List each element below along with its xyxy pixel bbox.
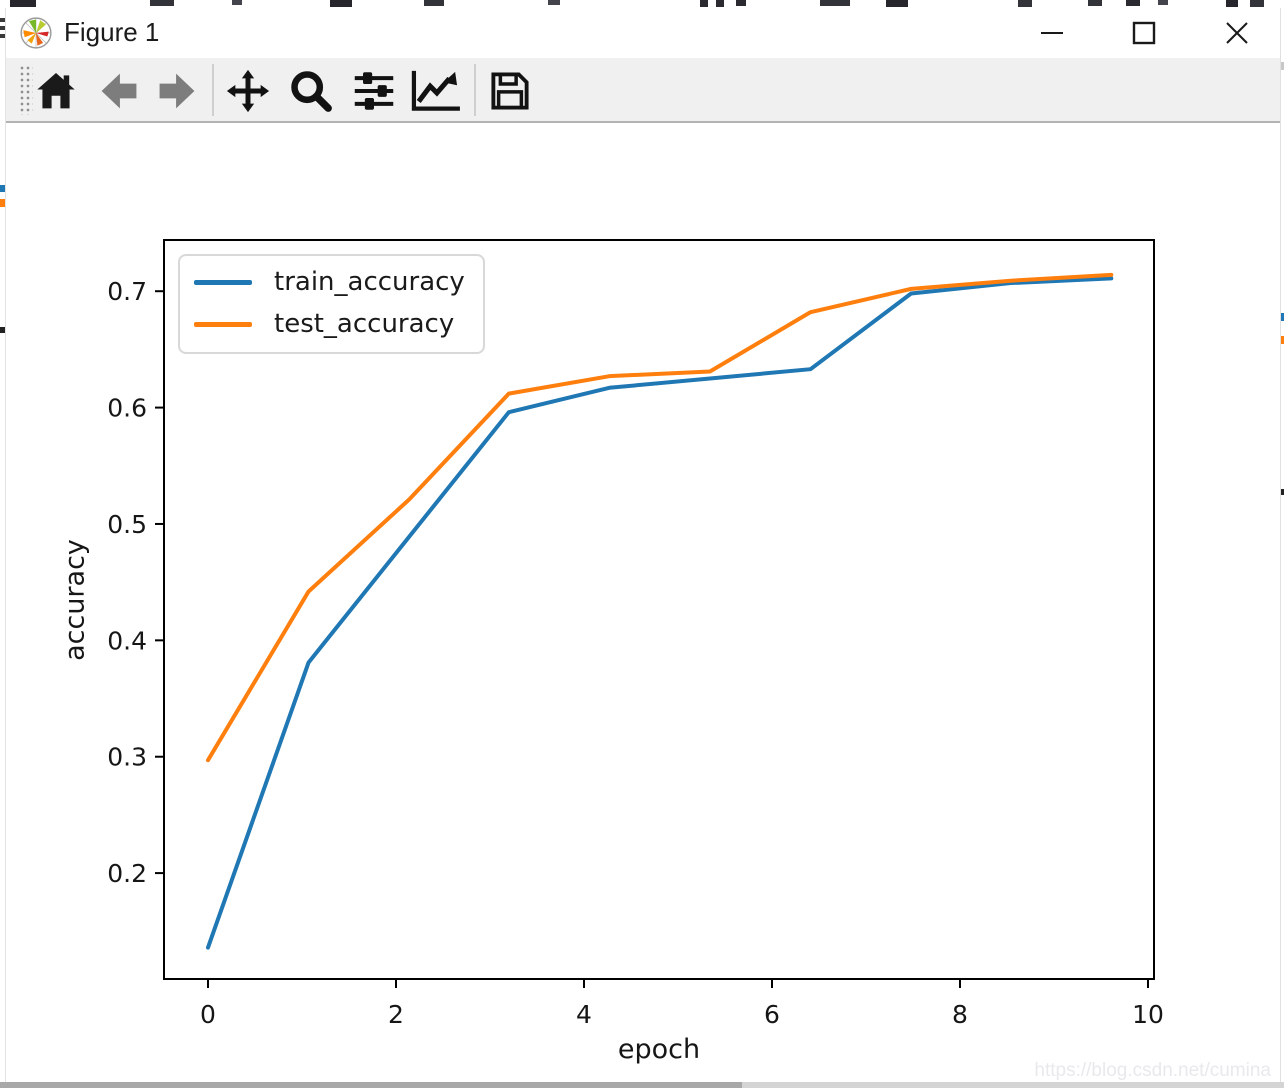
- background-fragment: [330, 0, 352, 7]
- background-fragment: [1126, 0, 1140, 6]
- background-fragment: [1250, 0, 1264, 7]
- background-fragment: [886, 0, 908, 7]
- background-fragment: [736, 0, 746, 6]
- maximize-button[interactable]: [1109, 8, 1179, 58]
- save-button[interactable]: [487, 68, 533, 114]
- y-tick-label: 0.7: [107, 277, 147, 306]
- close-icon: [1226, 22, 1248, 44]
- close-button[interactable]: [1202, 8, 1272, 58]
- toolbar-separator: [474, 64, 476, 116]
- background-fragment: [1281, 62, 1284, 70]
- legend-entry: train_accuracy: [194, 263, 465, 301]
- background-fragment: [10, 0, 36, 7]
- series-line-test_accuracy: [205, 272, 1114, 763]
- background-fragment: [150, 0, 174, 6]
- zoom-rect-icon: [291, 71, 332, 112]
- background-fragment: [820, 0, 850, 6]
- background-fragment: [0, 18, 5, 22]
- matplotlib-logo-icon: [20, 17, 52, 49]
- forward-arrow-icon: [159, 73, 195, 109]
- background-fragment: [716, 0, 724, 7]
- legend-line-test: [194, 321, 252, 327]
- background-fragment: [0, 185, 5, 192]
- background-fragment: [548, 0, 560, 5]
- legend-line-train: [194, 279, 252, 285]
- y-tick-label: 0.5: [107, 510, 147, 539]
- background-fragment: [1226, 0, 1238, 7]
- titlebar[interactable]: Figure 1: [6, 8, 1280, 58]
- background-fragment: [1278, 313, 1284, 321]
- y-tick-label: 0.6: [107, 394, 147, 423]
- pan-button[interactable]: [225, 68, 271, 114]
- watermark: https://blog.csdn.net/cumina: [1034, 1060, 1271, 1081]
- edit-parameters-button[interactable]: [406, 68, 464, 114]
- pan-icon: [226, 69, 270, 113]
- x-tick-label: 2: [388, 1000, 404, 1029]
- minimize-icon: [1041, 32, 1063, 34]
- y-axis-label: accuracy: [59, 539, 91, 661]
- background-fragment: [232, 0, 242, 5]
- x-tick-label: 8: [952, 1000, 968, 1029]
- background-fragment: [1018, 0, 1032, 7]
- background-fragment: [0, 1082, 742, 1088]
- y-tick-label: 0.2: [107, 859, 147, 888]
- x-tick-label: 0: [200, 1000, 216, 1029]
- x-axis-label: epoch: [617, 1034, 701, 1065]
- background-fragment: [0, 199, 5, 207]
- plot-svg: 0 2 4 6 8 10 0.2 0.3 0.4 0.5 0.6 0.7: [107, 239, 1164, 1029]
- y-tick-label: 0.3: [107, 743, 147, 772]
- configure-subplots-button[interactable]: [351, 68, 397, 114]
- y-tick-label: 0.4: [107, 626, 147, 655]
- home-icon: [37, 73, 75, 109]
- background-fragment: [1088, 0, 1102, 6]
- x-tick-label: 4: [576, 1000, 592, 1029]
- figure-window: Figure 1: [5, 8, 1281, 1082]
- x-tick-label: 10: [1132, 1000, 1164, 1029]
- series-line-train_accuracy: [205, 276, 1114, 950]
- background-fragment: [424, 0, 444, 6]
- toolbar-drag-handle[interactable]: [19, 65, 33, 115]
- background-fragment: [0, 327, 5, 333]
- background-fragment: [1279, 489, 1284, 495]
- x-tick-label: 6: [764, 1000, 780, 1029]
- background-fragment: [1278, 336, 1284, 344]
- save-floppy-icon: [491, 72, 529, 110]
- legend: train_accuracy test_accuracy: [178, 254, 485, 354]
- home-button[interactable]: [33, 68, 79, 114]
- background-fragment: [700, 0, 708, 7]
- window-title: Figure 1: [64, 17, 160, 47]
- toolbar-separator: [212, 64, 214, 116]
- legend-label-train: train_accuracy: [274, 267, 465, 297]
- background-fragment: [0, 34, 5, 38]
- back-arrow-icon: [101, 73, 137, 109]
- figure-canvas[interactable]: 0 2 4 6 8 10 0.2 0.3 0.4 0.5 0.6 0.7 train_accuracy…: [6, 123, 1280, 1082]
- plot-spines: [163, 239, 1155, 980]
- background-fragment: [1158, 0, 1168, 5]
- curve-options-icon: [411, 70, 460, 111]
- minimize-button[interactable]: [1017, 8, 1087, 58]
- zoom-button[interactable]: [288, 68, 334, 114]
- forward-button[interactable]: [154, 68, 200, 114]
- navigation-toolbar: [6, 58, 1280, 123]
- maximize-icon: [1132, 21, 1156, 45]
- back-button[interactable]: [96, 68, 142, 114]
- legend-entry: test_accuracy: [194, 305, 465, 343]
- background-fragment: [742, 1082, 1284, 1088]
- legend-label-test: test_accuracy: [274, 309, 455, 339]
- background-fragment: [0, 26, 5, 30]
- sliders-icon: [354, 72, 394, 110]
